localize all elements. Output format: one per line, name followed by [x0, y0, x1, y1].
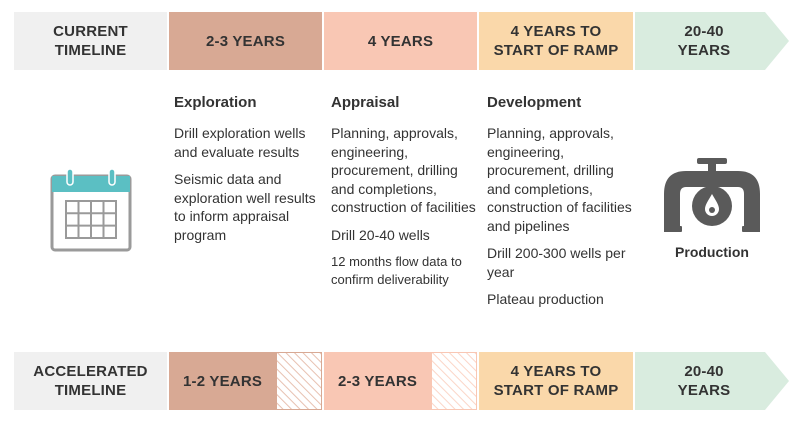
accelerated-appraisal-duration-text: 2-3 YEARS	[338, 372, 418, 390]
accelerated-timeline-label-text: ACCELERATED TIMELINE	[33, 363, 148, 399]
appraisal-item: 12 months flow data to confirm deliverab…	[331, 254, 462, 287]
development-item: Planning, approvals, engineering, procur…	[487, 125, 632, 234]
accelerated-timeline-label: ACCELERATED TIMELINE	[14, 352, 167, 410]
appraisal-title: Appraisal	[331, 94, 400, 111]
appraisal-item: Drill 20-40 wells	[331, 226, 430, 243]
pipe-valve-icon	[664, 158, 760, 232]
appraisal-item: Planning, approvals, engineering, procur…	[331, 125, 476, 215]
calendar-icon	[50, 168, 132, 252]
accelerated-development-duration: 4 YEARS TO START OF RAMP	[479, 352, 633, 410]
appraisal-column: Appraisal Planning, approvals, engineeri…	[331, 93, 479, 298]
accelerated-exploration-duration: 1-2 YEARS	[169, 352, 322, 410]
arrow-shape	[635, 12, 789, 70]
time-saved-hatch	[277, 353, 321, 409]
exploration-item: Drill exploration wells and evaluate res…	[174, 125, 306, 160]
accelerated-production-duration-text: 20-40 YEARS	[677, 363, 731, 399]
current-development-duration: 4 YEARS TO START OF RAMP	[479, 12, 633, 70]
exploration-column: Exploration Drill exploration wells and …	[174, 93, 324, 253]
production-label: Production	[675, 244, 749, 260]
accelerated-exploration-duration-text: 1-2 YEARS	[183, 372, 263, 390]
time-saved-hatch	[432, 353, 476, 409]
exploration-item: Seismic data and exploration well result…	[174, 171, 316, 243]
accelerated-production-duration: 20-40 YEARS	[635, 352, 789, 410]
current-timeline-label: CURRENT TIMELINE	[14, 12, 167, 70]
current-production-duration: 20-40 YEARS	[635, 12, 789, 70]
development-column: Development Planning, approvals, enginee…	[487, 93, 632, 318]
accelerated-appraisal-duration: 2-3 YEARS	[324, 352, 477, 410]
development-item: Plateau production	[487, 291, 604, 307]
arrow-shape	[635, 352, 789, 410]
current-exploration-duration-text: 2-3 YEARS	[205, 32, 286, 50]
current-appraisal-duration: 4 YEARS	[324, 12, 477, 70]
development-title: Development	[487, 94, 582, 111]
current-exploration-duration: 2-3 YEARS	[169, 12, 322, 70]
current-timeline-label-text: CURRENT TIMELINE	[53, 23, 128, 59]
current-production-duration-text: 20-40 YEARS	[677, 23, 731, 59]
development-item: Drill 200-300 wells per year	[487, 245, 626, 280]
current-development-duration-text: 4 YEARS TO START OF RAMP	[493, 23, 619, 59]
exploration-title: Exploration	[174, 94, 257, 111]
current-appraisal-duration-text: 4 YEARS	[367, 32, 434, 50]
accelerated-development-duration-text: 4 YEARS TO START OF RAMP	[493, 363, 619, 399]
